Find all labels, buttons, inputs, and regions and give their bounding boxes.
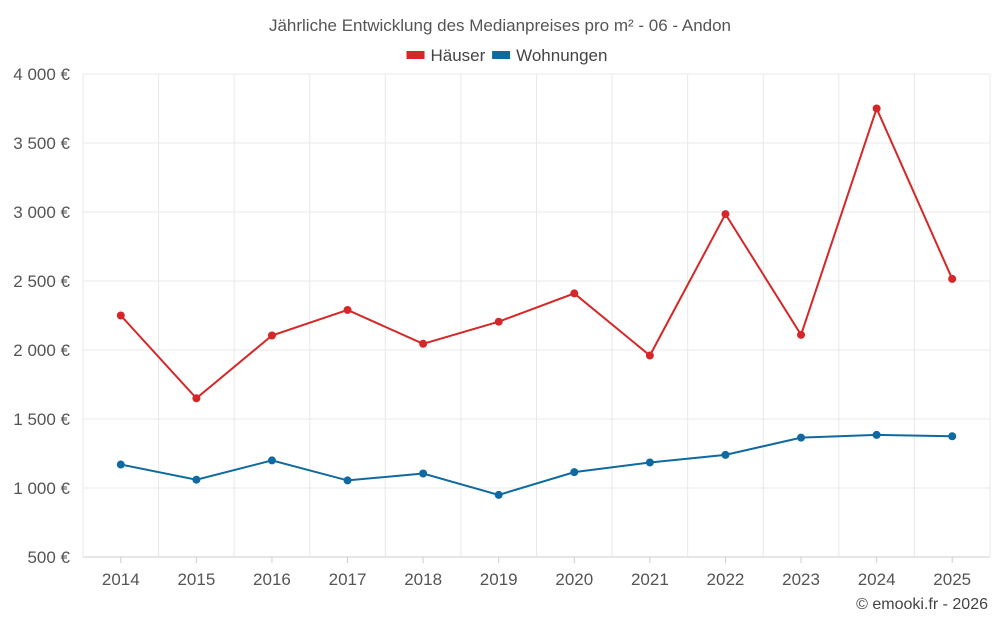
legend-label[interactable]: Wohnungen [516,46,607,65]
data-point[interactable] [797,330,806,339]
y-tick-label: 4 000 € [13,65,70,84]
data-point[interactable] [116,460,125,469]
data-point[interactable] [267,331,276,340]
data-point[interactable] [192,475,201,484]
data-point[interactable] [721,450,730,459]
x-tick-label: 2025 [933,570,971,589]
series-line-0 [120,105,954,400]
data-point[interactable] [419,339,428,348]
legend-swatch[interactable] [406,51,425,59]
y-tick-label: 1 500 € [13,410,70,429]
x-tick-label: 2014 [102,570,140,589]
x-tick-label: 2024 [858,570,896,589]
data-point[interactable] [570,289,579,298]
x-tick-label: 2020 [555,570,593,589]
y-tick-label: 3 000 € [13,203,70,222]
data-point[interactable] [570,468,579,477]
x-tick-label: 2015 [177,570,215,589]
x-tick-label: 2023 [782,570,820,589]
data-point[interactable] [872,104,881,113]
data-point[interactable] [948,274,957,283]
data-point[interactable] [948,432,957,441]
data-point[interactable] [721,210,730,219]
data-point[interactable] [343,476,352,485]
credit-text: © emooki.fr - 2026 [856,596,988,613]
data-point[interactable] [343,305,352,314]
data-point[interactable] [645,458,654,467]
data-point[interactable] [116,311,125,320]
data-point[interactable] [267,456,276,465]
data-point[interactable] [192,394,201,403]
x-tick-label: 2017 [329,570,367,589]
data-point[interactable] [494,490,503,499]
data-point[interactable] [494,317,503,326]
x-tick-label: 2016 [253,570,291,589]
legend-label[interactable]: Häuser [431,46,486,65]
y-tick-label: 2 000 € [13,341,70,360]
x-axis: 2014 2015 2016 2017 2018 2019 2020 2021 2022 2023… [102,557,971,589]
y-tick-label: 3 500 € [13,134,70,153]
data-point[interactable] [872,430,881,439]
series-layer [116,104,957,499]
data-point[interactable] [645,351,654,360]
y-tick-label: 500 € [27,548,70,567]
x-tick-label: 2021 [631,570,669,589]
series-line-1 [120,433,953,496]
x-tick-label: 2022 [707,570,745,589]
legend: Häuser Wohnungen [406,46,607,65]
y-tick-label: 2 500 € [13,272,70,291]
data-point[interactable] [419,469,428,478]
legend-swatch[interactable] [492,51,511,59]
data-point[interactable] [797,433,806,442]
x-tick-label: 2018 [404,570,442,589]
x-tick-label: 2019 [480,570,518,589]
grid [82,73,991,558]
y-axis: 500 € 1 000 € 1 500 € 2 000 € 2 500 € 3 000 €… [13,65,70,567]
chart-title: Jährliche Entwicklung des Medianpreises … [269,16,731,35]
y-tick-label: 1 000 € [13,479,70,498]
